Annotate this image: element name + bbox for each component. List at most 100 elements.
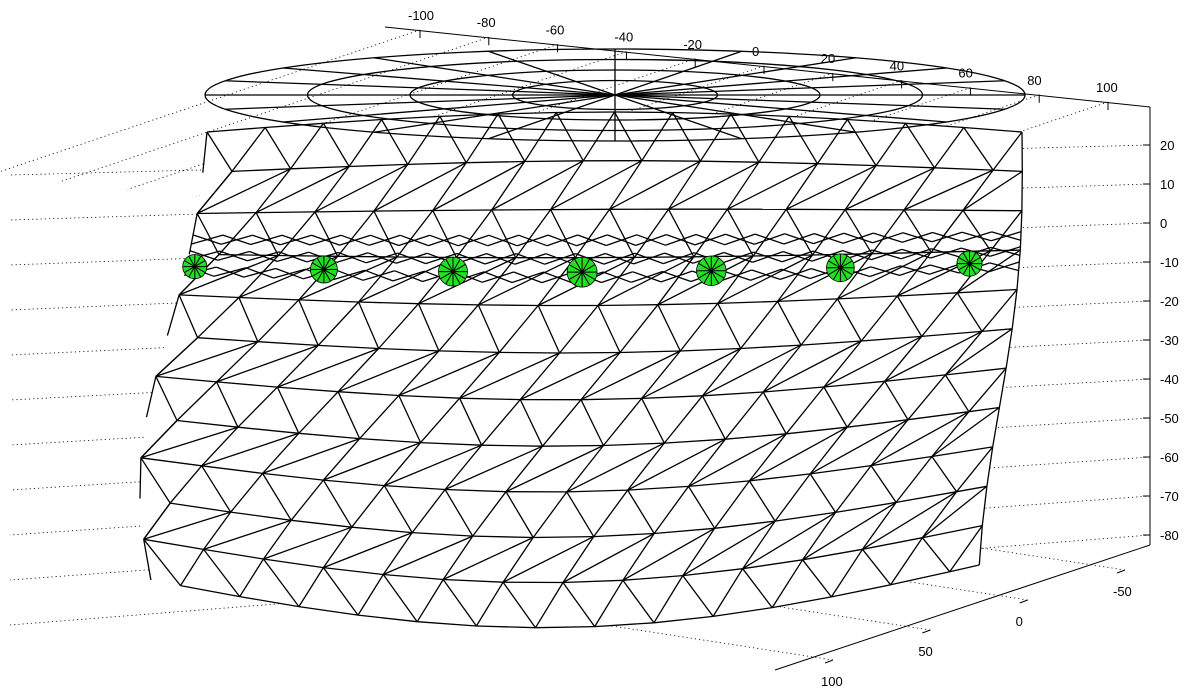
mesh-edge [614, 111, 673, 114]
mesh-edge [457, 234, 490, 247]
mesh-edge [809, 473, 837, 513]
z-tick-label: -20 [1160, 294, 1179, 309]
mesh-edge [742, 568, 773, 608]
mesh-edge [726, 208, 754, 257]
mesh-edge [896, 251, 932, 297]
mesh-edge [216, 381, 239, 428]
mesh-edge [988, 261, 1020, 273]
mesh-edge [627, 489, 655, 534]
mesh-edge [348, 119, 383, 167]
mesh-edge [672, 112, 701, 162]
mesh-edge [459, 352, 560, 399]
mesh-edge [411, 489, 446, 533]
mesh-edge [609, 160, 643, 210]
mesh-edge [445, 488, 507, 493]
mesh-edge [203, 519, 292, 551]
mesh-edge [981, 328, 1013, 333]
mesh-edge [544, 252, 576, 265]
mesh-edge [322, 122, 350, 167]
sensor-marker [309, 255, 338, 284]
mesh-edge [381, 119, 409, 165]
mesh-edge [155, 341, 259, 378]
mesh-edge [262, 519, 292, 560]
mesh-edge [667, 208, 695, 258]
mesh-edge [772, 596, 832, 609]
mesh-edge [178, 254, 279, 296]
mesh-edge [519, 352, 561, 401]
mesh-edge [179, 549, 205, 586]
mesh-edge [823, 386, 848, 428]
z-tick-label: -60 [1160, 450, 1179, 465]
mesh-edge [432, 160, 526, 212]
mesh-edge [968, 406, 1000, 413]
mesh-edge [931, 411, 970, 457]
mesh-edge [847, 419, 909, 428]
mesh-edge [594, 579, 624, 627]
mesh-edge [322, 567, 359, 616]
mesh-edge [823, 335, 922, 388]
mesh-edge [713, 606, 773, 618]
mesh-edge [176, 381, 218, 421]
mesh-edge [322, 526, 353, 568]
mesh-edge [382, 574, 418, 623]
grid-line [280, 529, 931, 631]
mesh-edge [641, 395, 703, 400]
mesh-edge [432, 162, 467, 211]
mesh-edge [337, 350, 440, 393]
mesh-edge [420, 397, 461, 444]
mesh-edge [203, 549, 241, 597]
mesh-edge [337, 391, 361, 439]
z-tick-label: -50 [1160, 411, 1179, 426]
mesh-edge [929, 263, 961, 275]
mesh-edge [1005, 328, 1013, 369]
mesh-edge [789, 115, 848, 121]
mesh-edge [956, 485, 988, 493]
mesh-edge [992, 407, 1001, 448]
mesh-edge [810, 464, 872, 475]
mesh-edge [949, 564, 980, 573]
mesh-edge [291, 519, 352, 528]
mesh-edge [934, 167, 994, 171]
mesh-edge [956, 446, 994, 493]
mesh-edge [257, 299, 300, 343]
mesh-edge [786, 165, 877, 210]
mesh-edge [622, 579, 655, 624]
mesh-edge [580, 350, 681, 401]
mesh-edge [582, 111, 616, 162]
mesh-edge [682, 575, 714, 617]
mesh-edge [373, 57, 616, 96]
mesh-edge [717, 300, 778, 305]
mesh-edge [945, 367, 1007, 376]
mesh-edge [717, 255, 754, 304]
mesh-edge [216, 344, 319, 383]
mesh-edge [597, 256, 695, 307]
mesh-edge [323, 566, 384, 576]
mesh-edge [225, 80, 616, 96]
mesh-edge [781, 250, 814, 263]
mesh-edge [714, 480, 750, 529]
mesh-edge [687, 486, 716, 529]
mesh-edge [693, 208, 728, 258]
mesh-edge [323, 441, 421, 481]
mesh-edge [515, 209, 552, 259]
mesh-edge [597, 257, 636, 306]
mesh-edge [478, 257, 576, 306]
mesh-edge [466, 160, 525, 164]
z-tick-label: -30 [1160, 333, 1179, 348]
mesh-edge [465, 113, 499, 164]
mesh-edge [763, 386, 824, 393]
grid-line [377, 499, 1028, 601]
mesh-edge [170, 502, 231, 513]
mesh-edge [428, 234, 460, 247]
mesh-edge [870, 411, 970, 467]
mesh-edge [263, 526, 352, 560]
mesh-edge [477, 304, 500, 353]
mesh-edge [459, 351, 500, 399]
mesh-edge [884, 330, 983, 382]
mesh-edge [179, 294, 239, 299]
mesh-edge [398, 234, 431, 247]
mesh-edge [836, 298, 862, 342]
mesh-edge [532, 491, 568, 538]
mesh-edge [511, 271, 544, 284]
mesh-edge [231, 168, 291, 173]
